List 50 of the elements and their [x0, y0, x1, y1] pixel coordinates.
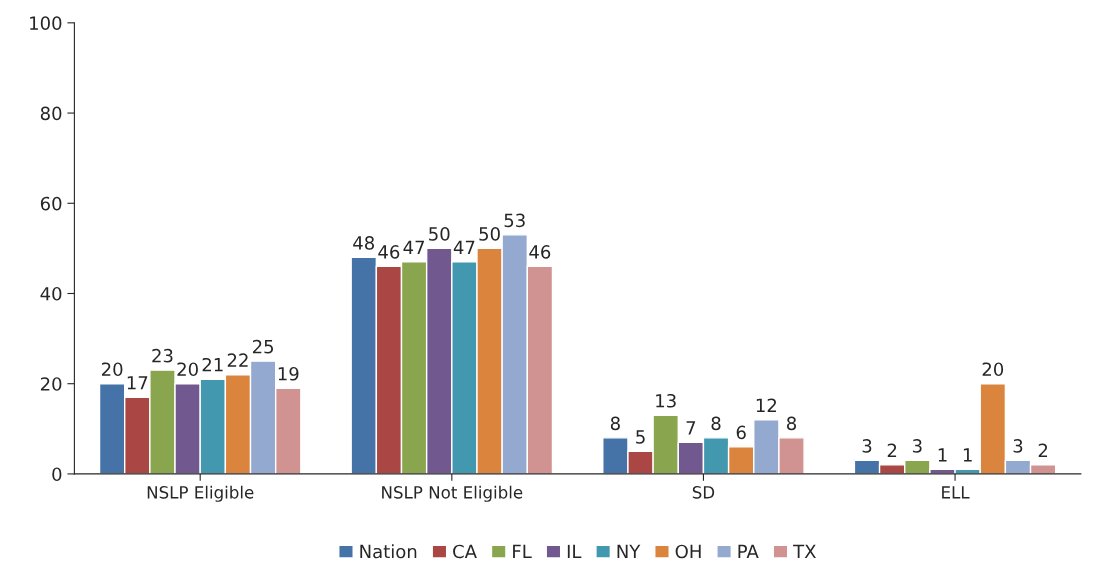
data-label: 48 — [353, 236, 375, 250]
data-label: 50 — [429, 227, 450, 241]
data-label: 1 — [963, 448, 972, 462]
data-label: 20 — [177, 362, 198, 377]
data-label: 23 — [152, 348, 173, 363]
legend-label: PA — [738, 544, 759, 559]
y-tick-label: 40 — [40, 286, 62, 301]
data-label: 3 — [862, 439, 872, 453]
legend-label: NY — [617, 544, 641, 559]
data-label: 20 — [982, 362, 1004, 377]
data-label: 3 — [1013, 439, 1023, 453]
x-tick-label: NSLP Eligible — [147, 485, 254, 502]
data-label: 8 — [786, 416, 797, 431]
data-label: 21 — [202, 357, 223, 372]
data-label: 17 — [127, 376, 148, 390]
data-label: 1 — [938, 448, 947, 462]
data-label: 25 — [252, 339, 274, 354]
data-label: 2 — [1038, 443, 1048, 457]
data-label: 47 — [453, 240, 475, 254]
data-label: 19 — [278, 366, 299, 381]
data-label: 12 — [756, 398, 777, 412]
data-label: 50 — [479, 227, 500, 241]
x-tick-label: ELL — [942, 486, 970, 499]
y-tick-label: 0 — [52, 467, 62, 482]
x-tick-label: SD — [692, 486, 715, 499]
data-label: 13 — [656, 393, 676, 408]
data-label: 8 — [711, 416, 721, 431]
data-label: 46 — [378, 245, 400, 259]
y-tick-label: 80 — [40, 106, 62, 121]
legend-label: FL — [513, 544, 532, 559]
y-tick-label: 100 — [30, 16, 62, 30]
data-label: 7 — [686, 421, 696, 435]
data-label: 46 — [529, 245, 551, 259]
data-label: 20 — [101, 362, 123, 377]
legend-label: Nation — [360, 544, 417, 559]
x-tick-label: NSLP Not Eligible — [382, 485, 523, 502]
y-tick-label: 20 — [40, 377, 62, 391]
data-label: 6 — [736, 425, 746, 440]
legend-label: CA — [453, 544, 477, 559]
data-label: 47 — [403, 240, 425, 254]
data-label: 5 — [636, 430, 645, 444]
legend-label: TX — [793, 544, 816, 559]
y-tick-label: 60 — [40, 196, 62, 211]
data-label: 3 — [912, 439, 922, 453]
data-label: 22 — [227, 353, 248, 367]
legend-label: OH — [675, 544, 701, 559]
data-label: 8 — [610, 416, 620, 431]
legend-label: IL — [567, 544, 582, 559]
data-label: 53 — [504, 213, 525, 228]
data-label: 2 — [887, 443, 897, 457]
